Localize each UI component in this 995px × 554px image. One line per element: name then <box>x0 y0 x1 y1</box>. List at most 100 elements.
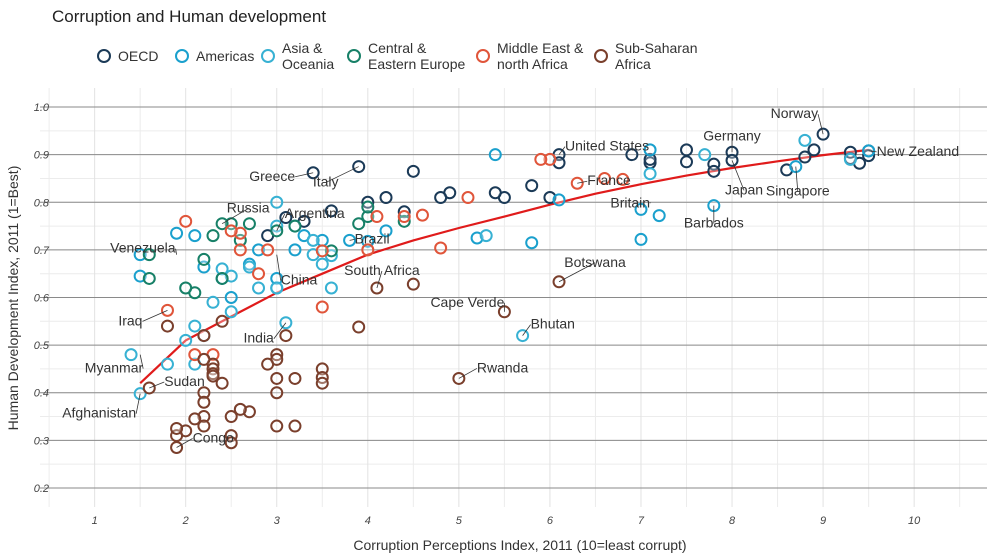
annotations-layer: Norway Germany New Zealand United States Fra… <box>62 105 959 448</box>
data-point-mena <box>461 191 475 205</box>
legend-item-asia: Asia &Oceania <box>261 40 334 72</box>
data-point-americas <box>133 248 147 262</box>
data-point-cee <box>215 271 229 285</box>
annotation-label: Rwanda <box>477 359 529 375</box>
data-point-asia <box>215 262 229 276</box>
data-point-ssa <box>197 395 211 409</box>
x-tick-label: 8 <box>729 515 736 527</box>
data-point-asia <box>160 357 174 371</box>
annotation-label: Japan <box>725 181 763 197</box>
annotation-leader <box>349 238 355 241</box>
data-point-mena <box>598 171 612 185</box>
data-point-oecd <box>625 148 639 162</box>
data-point-asia <box>242 260 256 274</box>
annotation-label: Afghanistan <box>62 405 136 421</box>
trend-layer <box>139 148 869 385</box>
data-point-mena <box>224 224 238 238</box>
annotation-leader <box>577 180 588 184</box>
data-point-ssa <box>270 371 284 385</box>
data-point-americas <box>525 236 539 250</box>
data-point-mena <box>361 243 375 257</box>
x-tick-label: 7 <box>638 515 645 527</box>
data-point-americas <box>224 291 238 304</box>
legend-label: Middle East & <box>497 40 584 56</box>
annotation-leader <box>558 262 596 283</box>
annotation-label: Greece <box>249 168 295 184</box>
data-point-oecd <box>379 191 393 205</box>
data-point-ssa <box>288 371 302 385</box>
data-point-asia <box>306 233 320 247</box>
data-point-mena <box>370 210 384 224</box>
annotation-leader <box>221 208 249 225</box>
data-point-oecd <box>680 143 694 157</box>
legend-key <box>97 49 111 63</box>
annotation-label: India <box>243 330 274 346</box>
annotation-leader <box>276 254 282 281</box>
legend-key <box>261 49 275 63</box>
data-point-mena <box>252 267 266 281</box>
data-point-mena <box>179 214 193 228</box>
data-point-ssa <box>197 329 211 343</box>
x-tick-label: 4 <box>365 515 371 527</box>
y-tick-label: 0.8 <box>34 197 50 209</box>
data-point-asia <box>224 305 238 319</box>
legend-label: north Africa <box>497 56 568 72</box>
x-axis-title: Corruption Perceptions Index, 2011 (10=l… <box>353 537 686 553</box>
x-tick-label: 3 <box>274 515 281 527</box>
annotation-label: Britain <box>610 194 650 210</box>
data-point-mena <box>397 210 411 224</box>
data-point-ssa <box>315 376 329 390</box>
data-point-asia <box>179 333 193 347</box>
legend-label: Oceania <box>282 56 334 72</box>
data-point-americas <box>288 243 302 257</box>
data-point-oecd <box>279 211 293 225</box>
annotation-label: Italy <box>313 174 339 190</box>
y-tick-label: 0.2 <box>34 483 49 495</box>
data-point-mena <box>415 208 429 222</box>
y-tick-label: 1.0 <box>34 102 50 114</box>
data-point-ssa <box>160 319 174 333</box>
data-point-oecd <box>707 164 721 178</box>
data-point-oecd <box>525 179 539 193</box>
data-point-mena <box>315 300 329 314</box>
data-point-ssa <box>288 419 302 433</box>
data-point-oecd <box>798 150 812 164</box>
data-point-americas <box>634 232 648 246</box>
ticks-layer: 1 2 3 4 5 6 7 8 9 10 0.2 0.3 0.4 0.5 0.6 0.7 0.8 0.9 1.0 <box>34 102 921 527</box>
data-point-cee <box>288 219 302 233</box>
annotation-leader <box>149 381 165 389</box>
trend-line <box>139 148 869 385</box>
data-point-ssa <box>261 357 275 371</box>
data-point-mena <box>315 244 329 258</box>
data-point-americas <box>270 271 284 285</box>
annotation-label: Norway <box>771 105 818 121</box>
data-point-cee <box>142 248 156 262</box>
annotation-leader <box>176 438 193 448</box>
data-point-americas <box>552 193 566 207</box>
data-point-oecd <box>434 191 448 205</box>
data-point-mena <box>233 243 247 257</box>
annotation-leader <box>142 309 168 322</box>
data-point-americas <box>379 224 393 238</box>
data-point-americas <box>170 226 184 240</box>
data-point-mena <box>616 172 630 186</box>
chart-title: Corruption and Human development <box>52 7 326 26</box>
data-point-oecd <box>324 204 338 218</box>
data-point-asia <box>124 348 138 362</box>
annotation-leader <box>376 270 383 289</box>
annotation-label: Cape Verde <box>430 294 504 310</box>
data-point-americas <box>188 229 202 243</box>
annotation-leader <box>868 150 877 153</box>
legend-label: Eastern Europe <box>368 56 465 72</box>
x-tick-label: 6 <box>547 515 554 527</box>
data-point-cee <box>206 229 220 243</box>
data-point-ssa <box>188 412 202 426</box>
data-point-mena <box>261 243 275 257</box>
legend-label: Asia & <box>282 40 323 56</box>
annotation-leader <box>135 393 141 414</box>
data-point-mena <box>534 152 548 166</box>
legend-label: Central & <box>368 40 427 56</box>
annotation-label: Botswana <box>564 254 626 270</box>
data-point-ssa <box>197 352 211 366</box>
